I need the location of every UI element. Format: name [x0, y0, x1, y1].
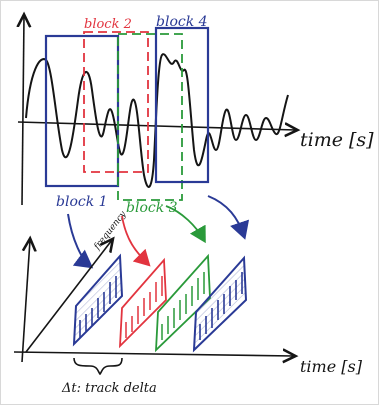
- bottom-axes: [13, 240, 294, 362]
- delta-brace: [73, 357, 123, 376]
- arrow-block-2: [121, 215, 151, 267]
- block-3-frame: [117, 33, 183, 201]
- arrow-block-4: [207, 195, 250, 240]
- spectrum-block-3: [154, 253, 211, 353]
- block-4-frame: [154, 26, 210, 184]
- bottom-x-label: time [s]: [300, 357, 363, 376]
- block-2-frame: [83, 31, 149, 173]
- spectrum-block-2: [118, 257, 167, 349]
- bottom-y-label: frequency: [92, 209, 129, 253]
- block-1-label: block 1: [56, 194, 108, 210]
- block-3-label: block 3: [126, 200, 178, 216]
- block-4-label: block 4: [156, 14, 208, 30]
- delta-label: Δt: track delta: [61, 381, 157, 396]
- spectrum-block-4: [192, 255, 248, 353]
- top-axis-label: time [s]: [300, 129, 374, 151]
- block-2-label: block 2: [84, 17, 132, 32]
- arrow-block-1: [67, 213, 94, 269]
- spectrum-block-1: [72, 253, 124, 347]
- arrow-block-3: [165, 205, 206, 244]
